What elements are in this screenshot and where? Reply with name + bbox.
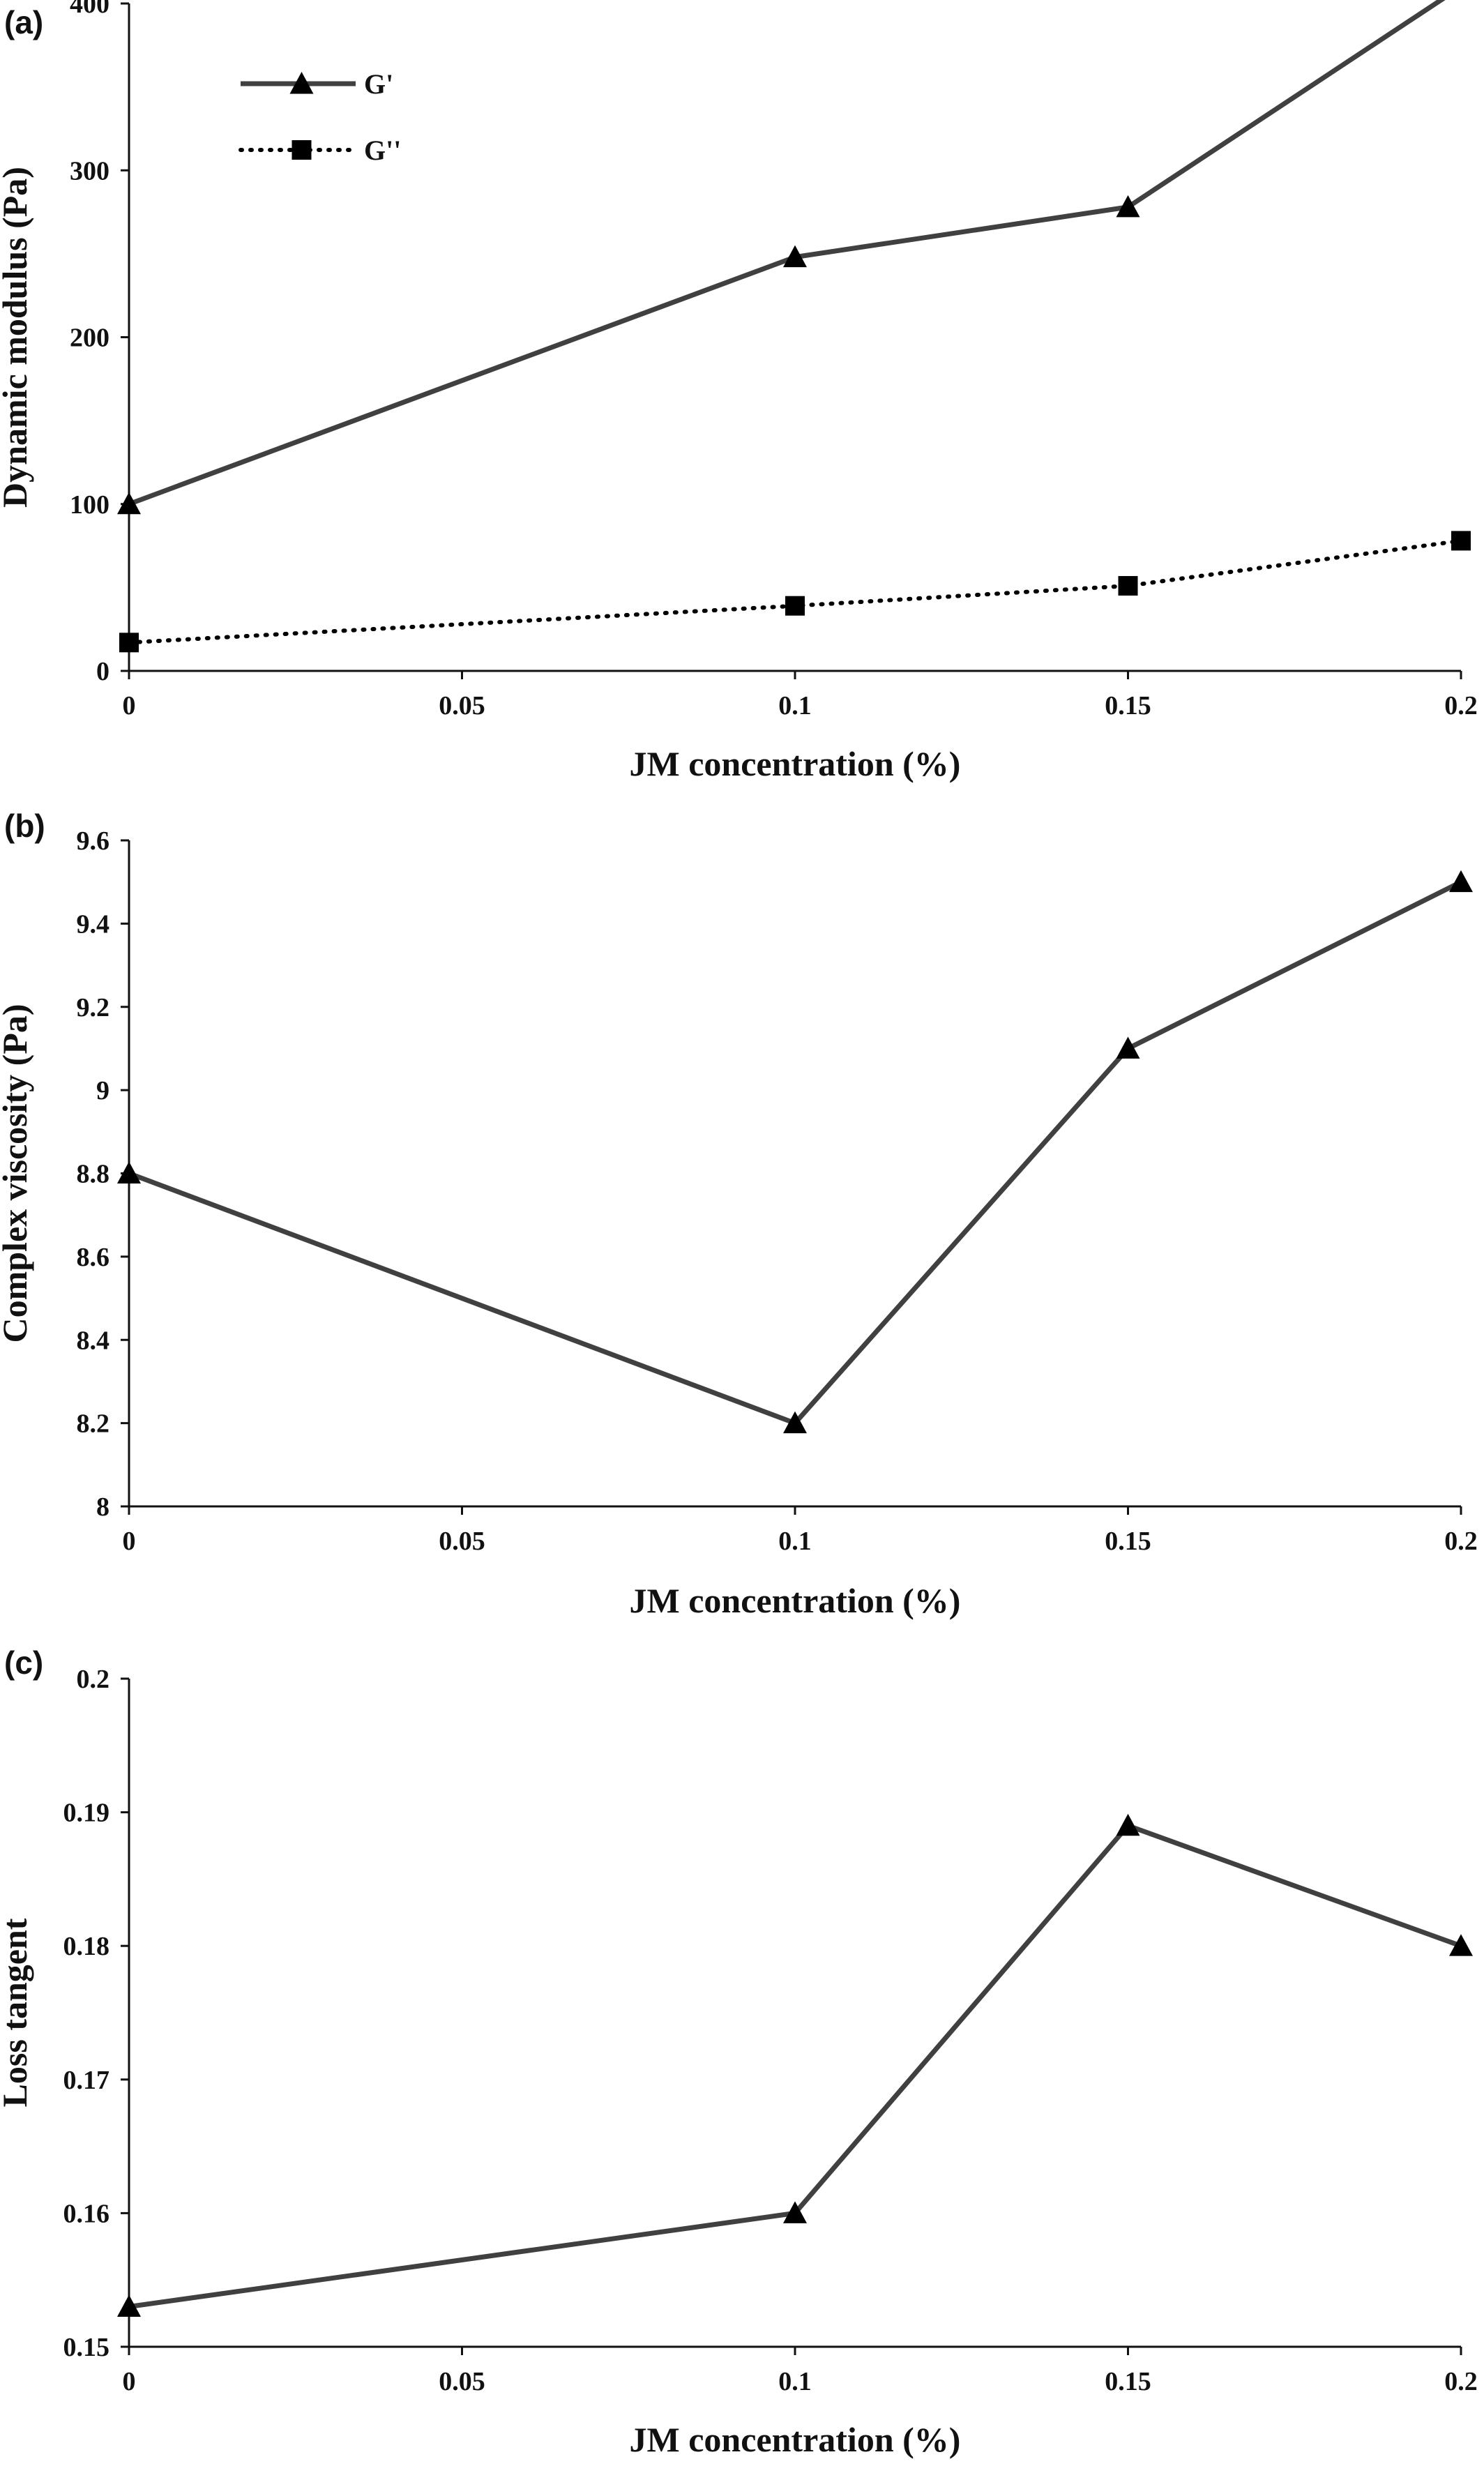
chart-panel-3: (c) 0 0.05 0.1 0.15 0.2 0.15 0.16 0.17 0.18 0.19 0.… — [0, 1644, 1478, 2459]
y-tick-label: 200 — [70, 324, 109, 353]
y-tick-label: 8 — [96, 1492, 109, 1522]
x-tick-label: 0.15 — [1105, 1527, 1151, 1556]
y-tick-label: 9 — [96, 1076, 109, 1105]
data-point — [1449, 870, 1473, 893]
y-tick-label: 9.2 — [77, 993, 110, 1022]
y-tick-label: 8.8 — [77, 1160, 110, 1189]
x-tick-label: 0.05 — [439, 2367, 485, 2396]
data-point — [117, 492, 141, 515]
x-axis-title: JM concentration (%) — [630, 1581, 961, 1620]
y-tick-label: 9.4 — [77, 909, 110, 939]
x-tick-label: 0.15 — [1105, 691, 1151, 720]
x-tick-label: 0 — [123, 2367, 136, 2396]
x-tick-label: 0.2 — [1444, 2367, 1478, 2396]
y-tick-label: 0.2 — [77, 1665, 110, 1694]
data-point — [1116, 1036, 1140, 1059]
data-point — [783, 245, 807, 268]
legend-marker — [292, 140, 312, 160]
data-point — [783, 2201, 807, 2223]
y-axis-title: Complex viscosity (Pa) — [0, 1004, 34, 1343]
y-tick-label: 400 — [70, 0, 109, 19]
y-tick-label: 9.6 — [77, 826, 110, 856]
y-tick-label: 8.6 — [77, 1243, 110, 1272]
x-axis-title: JM concentration (%) — [630, 2420, 961, 2459]
series-line — [128, 0, 1446, 507]
data-point — [785, 596, 805, 616]
x-tick-label: 0.2 — [1444, 1527, 1478, 1556]
y-tick-label: 0.19 — [63, 1799, 110, 1828]
legend-label: G' — [364, 68, 393, 100]
legend-marker — [289, 72, 314, 94]
x-tick-label: 0.15 — [1105, 2367, 1151, 2396]
x-tick-label: 0.2 — [1444, 691, 1478, 720]
series-gp — [117, 0, 1446, 515]
y-tick-label: 300 — [70, 156, 109, 186]
series-gpp — [119, 531, 1471, 653]
data-point — [1118, 575, 1138, 596]
panel-label: (c) — [4, 1644, 43, 1681]
y-tick-label: 0.16 — [63, 2199, 110, 2228]
data-point — [1116, 1813, 1140, 1836]
x-axis-title: JM concentration (%) — [630, 744, 961, 783]
y-tick-label: 100 — [70, 490, 109, 520]
data-point — [117, 1161, 141, 1183]
y-axis-title: Loss tangent — [0, 1918, 34, 2107]
series-line — [128, 879, 1462, 1426]
panel-label: (a) — [4, 4, 43, 40]
series-1 — [117, 870, 1473, 1434]
panel-label: (b) — [4, 808, 45, 844]
x-tick-label: 0.05 — [439, 691, 485, 720]
series-line — [127, 538, 1463, 645]
x-tick-label: 0.1 — [778, 2367, 812, 2396]
y-tick-label: 0.18 — [63, 1932, 110, 1961]
legend-label: G'' — [364, 135, 401, 166]
series-line — [128, 1823, 1462, 2309]
y-tick-label: 0.15 — [63, 2333, 110, 2362]
x-tick-label: 0 — [123, 691, 136, 720]
data-point — [1449, 1934, 1473, 1956]
chart-panel-1: (a) 0 0.05 0.1 0.15 0.2 0 100 200 300 400 JM concen… — [0, 0, 1478, 783]
data-point — [1116, 195, 1140, 218]
y-tick-label: 0.17 — [63, 2066, 110, 2095]
data-point — [117, 2294, 141, 2317]
x-tick-label: 0.1 — [778, 1527, 812, 1556]
y-tick-label: 8.2 — [77, 1409, 110, 1439]
y-tick-label: 0 — [96, 657, 109, 686]
x-tick-label: 0 — [123, 1527, 136, 1556]
y-tick-label: 8.4 — [77, 1326, 110, 1355]
series-1 — [117, 1813, 1473, 2317]
data-point — [1451, 531, 1471, 551]
x-tick-label: 0.05 — [439, 1527, 485, 1556]
x-tick-label: 0.1 — [778, 691, 812, 720]
y-axis-title: Dynamic modulus (Pa) — [0, 167, 34, 508]
data-point — [783, 1411, 807, 1434]
chart-panel-2: (b) 0 0.05 0.1 0.15 0.2 8 8.2 8.4 8.6 8.8 9 9.2 9.4 9.… — [0, 808, 1478, 1620]
data-point — [119, 633, 139, 653]
legend: G' G'' — [238, 68, 401, 166]
